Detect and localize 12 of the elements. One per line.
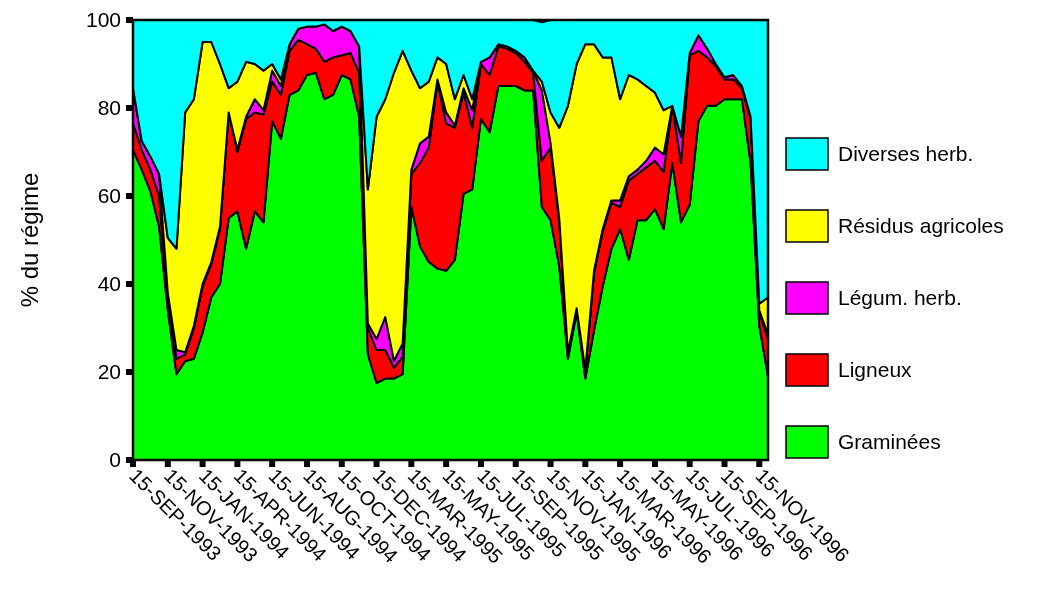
y-axis-title: % du régime xyxy=(16,172,43,308)
y-tick-label: 0 xyxy=(109,448,121,472)
y-tick-label: 20 xyxy=(97,360,121,384)
legend-label: Résidus agricoles xyxy=(838,214,1004,238)
legend-label: Ligneux xyxy=(838,358,913,382)
legend-label: Légum. herb. xyxy=(838,286,962,310)
legend-label: Graminées xyxy=(838,430,941,454)
legend-label: Diverses herb. xyxy=(838,142,974,166)
y-tick-label: 60 xyxy=(97,184,121,208)
y-tick-label: 80 xyxy=(97,96,121,120)
y-tick-label: 40 xyxy=(97,272,121,296)
y-tick-label: 100 xyxy=(85,8,121,32)
